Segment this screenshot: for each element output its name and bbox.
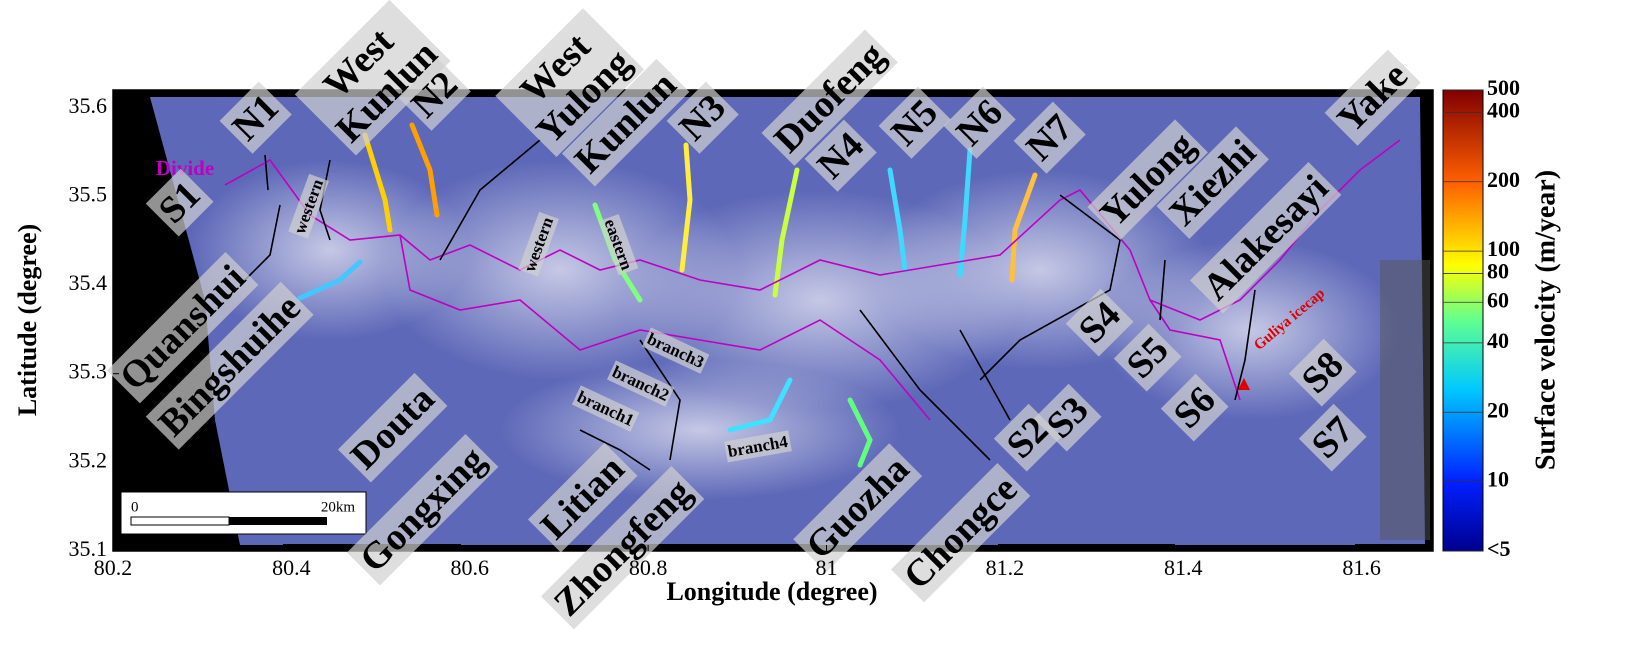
x-tick-label: 80.8 (629, 555, 668, 580)
colorbar-tick-label: 10 (1487, 467, 1509, 492)
x-tick-label: 80.4 (272, 555, 311, 580)
y-tick-label: 35.3 (69, 359, 108, 384)
x-tick-label: 81 (816, 555, 838, 580)
x-tick-label: 81.6 (1342, 555, 1381, 580)
colorbar-tick-label: 500 (1487, 75, 1520, 100)
colorbar-tick-label: 200 (1487, 167, 1520, 192)
colorbar-tick-label: <5 (1487, 536, 1511, 561)
y-tick-label: 35.1 (69, 536, 108, 561)
scale-bar: 0 20km (121, 492, 366, 534)
y-tick-label: 35.2 (69, 447, 108, 472)
colorbar-label: Surface velocity (m/year) (1530, 170, 1561, 470)
colorbar-tick-label: 40 (1487, 328, 1509, 353)
x-tick-label: 80.6 (451, 555, 490, 580)
x-tick-label: 81.4 (1164, 555, 1203, 580)
y-tick-label: 35.5 (69, 181, 108, 206)
colorbar-tick-label: 100 (1487, 236, 1520, 261)
x-axis-label: Longitude (degree) (666, 577, 877, 606)
colorbar-tick-label: 80 (1487, 258, 1509, 283)
scale-start: 0 (131, 499, 139, 515)
y-axis-label: Latitude (degree) (13, 224, 42, 416)
y-tick-label: 35.4 (69, 270, 108, 295)
colorbar-tick-label: 60 (1487, 287, 1509, 312)
colorbar-tick-label: 400 (1487, 97, 1520, 122)
colorbar-tick-label: 20 (1487, 397, 1509, 422)
x-tick-label: 81.2 (986, 555, 1025, 580)
scale-end: 20km (321, 499, 356, 515)
map-figure: 0 20km Guliya icecap Divide Longitude (d… (0, 0, 1632, 662)
y-tick-label: 35.6 (69, 93, 108, 118)
